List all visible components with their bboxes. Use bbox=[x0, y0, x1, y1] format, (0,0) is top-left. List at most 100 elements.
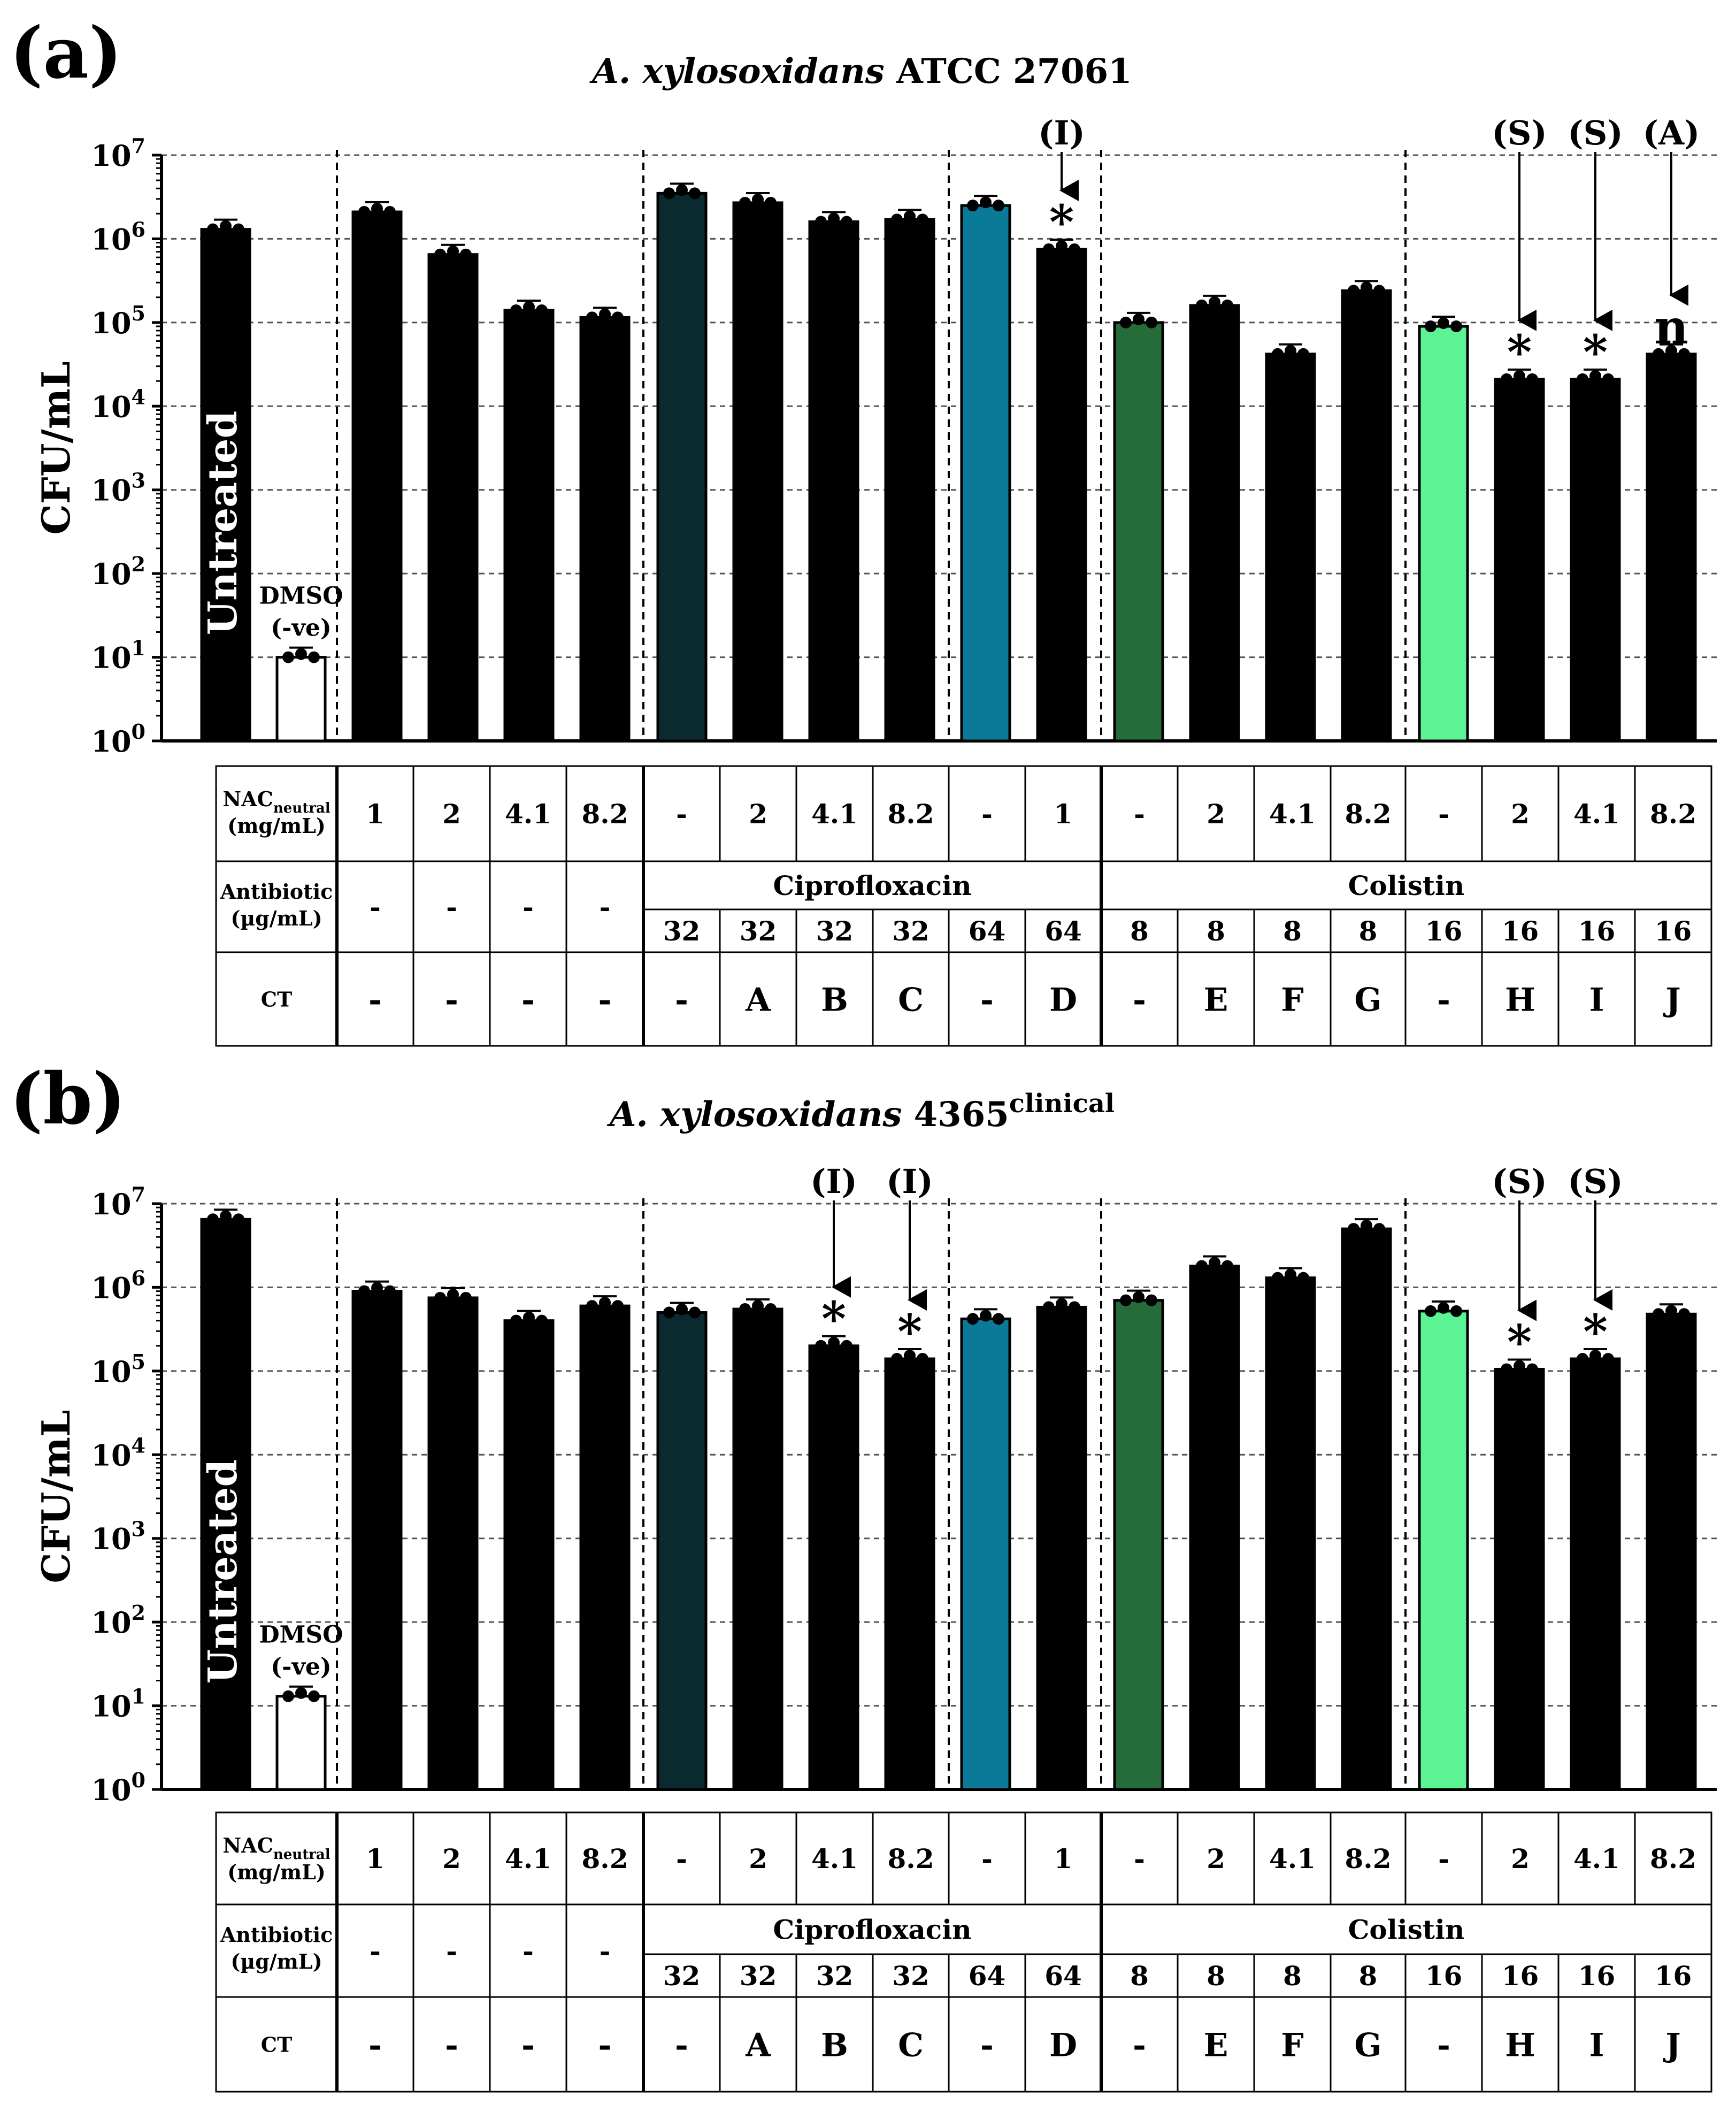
bar-9 bbox=[808, 1344, 859, 1791]
bar-17 bbox=[1418, 325, 1469, 743]
cell-ct: F bbox=[1281, 2027, 1304, 2064]
data-point bbox=[1056, 240, 1067, 252]
data-point bbox=[282, 651, 294, 663]
cell-antibiotic: 64 bbox=[1044, 1960, 1082, 1992]
data-point bbox=[1348, 1223, 1359, 1235]
cell-antibiotic: 8 bbox=[1359, 1960, 1378, 1992]
data-point bbox=[1196, 299, 1208, 311]
cell-ct: - bbox=[445, 982, 458, 1019]
bar-19 bbox=[1570, 378, 1621, 743]
cell-antibiotic: - bbox=[370, 1935, 381, 1967]
data-point bbox=[1069, 1301, 1080, 1313]
data-point bbox=[689, 187, 701, 200]
data-point bbox=[1678, 1308, 1690, 1320]
cell-ct: C bbox=[898, 982, 924, 1019]
data-point bbox=[739, 196, 751, 209]
data-point bbox=[536, 304, 548, 316]
cell-antibiotic: - bbox=[370, 891, 381, 923]
cell-ct: H bbox=[1505, 982, 1535, 1019]
cell-nac: 2 bbox=[442, 1843, 461, 1875]
data-point bbox=[586, 1300, 598, 1312]
data-point bbox=[1373, 285, 1385, 297]
cell-nac: 4.1 bbox=[1573, 798, 1620, 830]
bar-6 bbox=[579, 316, 631, 743]
data-point bbox=[510, 1314, 522, 1327]
data-point bbox=[358, 206, 370, 218]
data-point bbox=[384, 206, 396, 218]
data-point bbox=[523, 301, 535, 313]
group-colistin: Colistin bbox=[1348, 870, 1465, 901]
bar-10 bbox=[884, 1357, 935, 1791]
cell-nac: 8.2 bbox=[1650, 798, 1696, 830]
cell-antibiotic: 16 bbox=[1502, 1960, 1539, 1992]
data-point bbox=[358, 1285, 370, 1297]
data-point bbox=[739, 1303, 751, 1315]
row-label-nac: NACneutral bbox=[222, 787, 330, 816]
significance-mark: * bbox=[1583, 1304, 1608, 1359]
bar-13 bbox=[1113, 1299, 1164, 1791]
cell-antibiotic: 8 bbox=[1359, 915, 1378, 947]
data-point bbox=[220, 220, 232, 232]
data-point bbox=[904, 1349, 916, 1361]
cell-nac: 1 bbox=[366, 1843, 385, 1875]
data-point bbox=[434, 1291, 446, 1304]
data-point bbox=[371, 203, 383, 215]
cell-ct: - bbox=[1437, 2027, 1450, 2064]
bar-16 bbox=[1341, 1227, 1392, 1791]
bar-6 bbox=[579, 1304, 631, 1791]
cell-ct: J bbox=[1663, 982, 1680, 1019]
cell-ct: - bbox=[1437, 982, 1450, 1019]
data-point bbox=[904, 210, 916, 223]
data-point bbox=[1361, 281, 1372, 294]
bar-15 bbox=[1265, 353, 1316, 743]
data-point bbox=[752, 1300, 764, 1312]
cell-ct: - bbox=[675, 2027, 688, 2064]
cell-antibiotic: - bbox=[523, 891, 534, 923]
untreated-label: Untreated bbox=[200, 1459, 246, 1684]
data-point bbox=[384, 1285, 396, 1297]
significance-mark: n bbox=[1654, 299, 1688, 355]
data-point bbox=[1602, 373, 1614, 385]
data-point bbox=[917, 213, 928, 226]
data-point bbox=[1589, 1349, 1601, 1361]
cell-antibiotic: 64 bbox=[1044, 915, 1082, 947]
data-point bbox=[1043, 1301, 1055, 1313]
data-point bbox=[765, 1303, 777, 1315]
y-axis-label: CFU/mL bbox=[33, 1410, 79, 1583]
cell-antibiotic: 32 bbox=[816, 915, 854, 947]
cell-nac: 8.2 bbox=[1650, 1843, 1696, 1875]
bar-10 bbox=[884, 218, 935, 743]
data-point bbox=[1146, 316, 1157, 328]
cell-nac: 2 bbox=[1207, 1843, 1225, 1875]
y-tick-label: 105 bbox=[91, 301, 145, 340]
cell-nac: 2 bbox=[1511, 1843, 1530, 1875]
y-axis-label: CFU/mL bbox=[33, 361, 79, 534]
panel-a: (a) A. xylosoxidans ATCC 27061 100 101 102 10… bbox=[10, 12, 1717, 1047]
cell-nac: - bbox=[981, 798, 993, 830]
data-point bbox=[510, 304, 522, 316]
cell-antibiotic: 32 bbox=[663, 1960, 701, 1992]
y-tick-label: 105 bbox=[91, 1350, 145, 1389]
cell-ct: C bbox=[898, 2027, 924, 2064]
data-point bbox=[663, 187, 675, 200]
untreated-label: Untreated bbox=[200, 411, 246, 636]
data-point bbox=[586, 311, 598, 324]
data-point bbox=[815, 1340, 827, 1352]
data-point bbox=[1297, 348, 1309, 360]
bar-4 bbox=[427, 253, 479, 743]
y-tick-label: 103 bbox=[91, 1517, 145, 1556]
data-point bbox=[612, 311, 624, 324]
cell-ct: J bbox=[1663, 2027, 1680, 2064]
dmso-label: DMSO bbox=[259, 583, 343, 610]
data-point bbox=[663, 1306, 675, 1319]
data-point bbox=[1043, 243, 1055, 255]
panel-letter: (b) bbox=[10, 1058, 126, 1141]
condition-table: NACneutral(mg/mL) Antibiotic(µg/mL) CT Cipr… bbox=[215, 1811, 1712, 2093]
cell-nac: 1 bbox=[1054, 1843, 1073, 1875]
y-tick-label: 107 bbox=[91, 134, 145, 173]
bar-12 bbox=[1036, 248, 1087, 743]
data-point bbox=[1438, 317, 1449, 330]
data-point bbox=[1450, 320, 1462, 333]
data-point bbox=[1678, 348, 1690, 360]
cell-nac: - bbox=[981, 1843, 993, 1875]
